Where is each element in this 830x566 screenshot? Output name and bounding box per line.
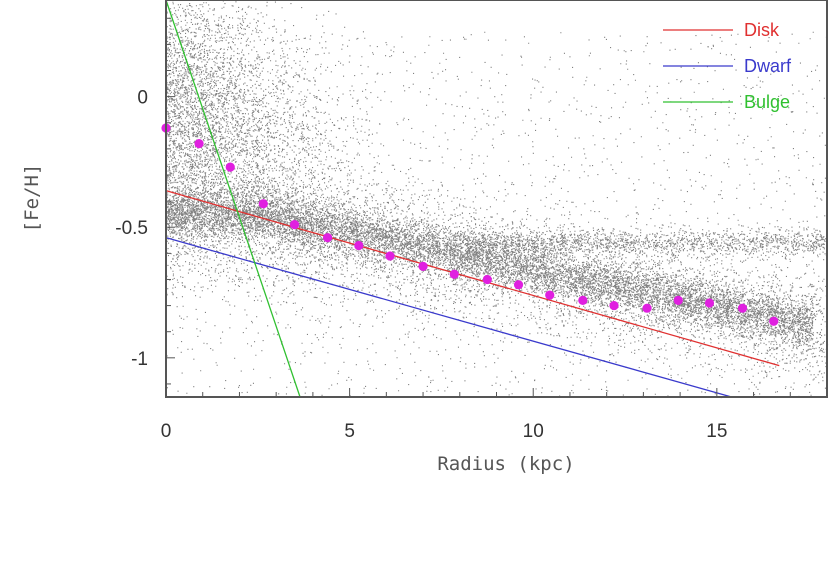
mean-point xyxy=(225,162,235,172)
dwarf-legend-label: Dwarf xyxy=(744,56,792,76)
disk-legend-label: Disk xyxy=(744,20,780,40)
bulge-legend-label: Bulge xyxy=(744,92,790,112)
x-tick-label: 5 xyxy=(344,421,355,442)
mean-point xyxy=(449,269,459,279)
mean-point xyxy=(769,316,779,326)
mean-point xyxy=(354,240,364,251)
y-tick-label: -0.5 xyxy=(115,218,148,239)
x-tick-label: 10 xyxy=(523,421,544,442)
mean-point xyxy=(385,251,395,261)
legend: Disk Dwarf Bulge xyxy=(663,20,792,112)
mean-point xyxy=(578,295,588,305)
fit-lines xyxy=(165,0,780,398)
mean-point xyxy=(642,303,652,313)
mean-point xyxy=(609,300,619,311)
y-tick-label: 0 xyxy=(137,88,148,109)
x-tick-label: 0 xyxy=(161,421,172,442)
star-cloud xyxy=(166,0,829,399)
mean-point xyxy=(418,261,428,272)
x-tick-label: 15 xyxy=(706,421,727,442)
mean-point xyxy=(513,280,524,290)
mean-point xyxy=(673,295,683,305)
mean-points xyxy=(161,123,779,326)
dwarf-line xyxy=(165,237,732,398)
data-cloud xyxy=(166,0,829,399)
y-axis-title: [Fe/H] xyxy=(21,164,43,233)
disk-line xyxy=(165,190,780,367)
y-axis-ticks: 0 -0.5 -1 xyxy=(115,17,175,385)
mean-point xyxy=(258,199,268,209)
x-axis-title: Radius (kpc) xyxy=(437,453,574,475)
mean-point xyxy=(482,274,492,285)
mean-point xyxy=(194,139,204,149)
plot-background xyxy=(166,0,827,397)
x-axis-ticks: 0 5 10 15 xyxy=(161,388,828,442)
bulge-line xyxy=(165,0,301,398)
y-tick-label: -1 xyxy=(131,349,148,370)
mean-point xyxy=(322,233,333,243)
mean-point xyxy=(545,290,555,300)
mean-point xyxy=(704,298,715,308)
mean-point xyxy=(737,303,748,313)
mean-point xyxy=(289,220,300,230)
